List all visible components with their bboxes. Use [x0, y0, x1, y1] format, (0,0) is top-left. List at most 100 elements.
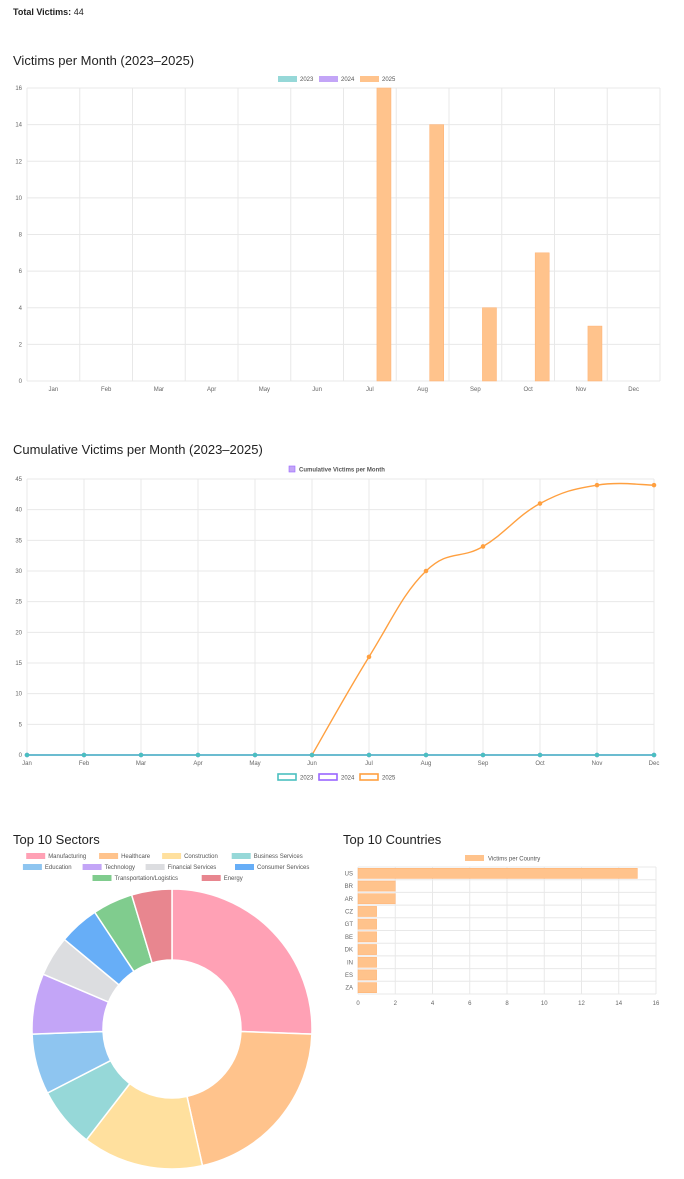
- y-tick-label: 35: [15, 538, 22, 544]
- y-tick-label: 15: [15, 661, 22, 667]
- y-tick-label: 25: [15, 600, 22, 606]
- x-tick-label: 12: [578, 1001, 585, 1007]
- legend-label: Financial Services: [168, 865, 217, 871]
- legend-swatch: [465, 855, 484, 861]
- bar: [357, 982, 377, 993]
- x-tick-label: Apr: [207, 387, 216, 393]
- bar: [357, 944, 377, 955]
- y-tick-label: GT: [345, 922, 354, 928]
- point-2025: [366, 654, 372, 660]
- x-tick-label: Jul: [365, 761, 373, 767]
- bar-2025: [429, 124, 444, 382]
- legend-label: Victims per Country: [488, 857, 540, 863]
- countries-chart-title: Top 10 Countries: [343, 832, 442, 847]
- bar: [357, 931, 377, 943]
- y-tick-label: 40: [15, 508, 22, 514]
- legend-label: Energy: [224, 876, 243, 882]
- x-tick-label: 2: [394, 1001, 398, 1007]
- y-tick-label: BR: [345, 884, 354, 890]
- legend-label: Education: [45, 865, 72, 871]
- pie-slice: [171, 888, 313, 1035]
- legend-label-2023: 2023: [300, 776, 314, 782]
- bar: [357, 893, 396, 905]
- legend-label: Technology: [105, 865, 135, 871]
- legend-label: Healthcare: [121, 854, 151, 860]
- cumulative-chart-title: Cumulative Victims per Month (2023–2025): [13, 442, 263, 457]
- total-victims-label: Total Victims:: [13, 7, 72, 17]
- legend-label-2025: 2025: [382, 776, 396, 782]
- x-tick-label: 8: [505, 1001, 509, 1007]
- pie-slice: [186, 1030, 313, 1167]
- y-tick-label: 30: [15, 569, 22, 575]
- legend-swatch: [22, 864, 42, 870]
- point-2025: [651, 482, 657, 488]
- y-tick-label: ES: [345, 973, 353, 979]
- point-2025: [537, 501, 543, 506]
- x-tick-label: Oct: [523, 387, 533, 393]
- y-tick-label: BE: [345, 935, 353, 941]
- y-tick-label: CZ: [345, 909, 353, 915]
- point-2025: [423, 568, 429, 574]
- bar-2025: [376, 87, 392, 382]
- bar: [357, 880, 396, 892]
- legend-label-2023: 2023: [300, 77, 314, 83]
- x-tick-label: Sep: [470, 387, 481, 393]
- x-tick-label: Nov: [592, 761, 603, 767]
- top-legend-label: Cumulative Victims per Month: [299, 468, 385, 474]
- point-2023: [480, 752, 486, 758]
- x-tick-label: Mar: [154, 387, 164, 393]
- legend-swatch-2024: [318, 773, 338, 781]
- bar-2025: [482, 307, 497, 382]
- legend-label-2024: 2024: [341, 776, 355, 782]
- y-tick-label: 4: [19, 306, 23, 312]
- x-tick-label: Jul: [366, 387, 374, 393]
- y-tick-label: US: [345, 871, 353, 877]
- x-tick-label: Mar: [136, 761, 146, 767]
- y-tick-label: 0: [19, 379, 23, 385]
- bar: [357, 956, 377, 968]
- bar-2025: [534, 252, 550, 382]
- x-tick-label: Aug: [417, 387, 428, 393]
- y-tick-label: 10: [15, 692, 22, 698]
- x-tick-label: Apr: [193, 761, 202, 767]
- y-tick-label: 10: [15, 196, 22, 202]
- x-tick-label: 0: [356, 1001, 360, 1007]
- point-2023: [195, 752, 201, 758]
- y-tick-label: DK: [345, 948, 353, 954]
- y-tick-label: 5: [19, 722, 23, 728]
- point-2023: [309, 752, 315, 758]
- legend-swatch: [235, 864, 254, 870]
- x-tick-label: Jun: [312, 387, 322, 393]
- legend-swatch: [201, 875, 221, 881]
- series-line-2025: [311, 482, 655, 756]
- x-tick-label: Jun: [307, 761, 317, 767]
- monthly-chart-title: Victims per Month (2023–2025): [13, 53, 195, 68]
- y-tick-label: 16: [15, 86, 22, 92]
- bar: [357, 969, 377, 981]
- point-2023: [594, 752, 600, 758]
- legend-label: Construction: [184, 854, 218, 860]
- legend-label: Manufacturing: [48, 854, 86, 860]
- point-2023: [24, 752, 30, 758]
- x-tick-label: Feb: [79, 761, 90, 767]
- y-tick-label: ZA: [345, 986, 353, 992]
- point-2023: [423, 752, 429, 758]
- sectors-chart-title: Top 10 Sectors: [13, 832, 100, 847]
- legend-label-2024: 2024: [341, 77, 355, 83]
- point-2023: [537, 752, 543, 758]
- legend-swatch-2025: [360, 76, 379, 82]
- x-tick-label: Feb: [101, 387, 112, 393]
- y-tick-label: 45: [15, 477, 22, 483]
- bar: [357, 868, 638, 879]
- y-tick-label: 6: [19, 269, 23, 275]
- x-tick-label: Jan: [49, 387, 59, 393]
- legend-label-2025: 2025: [382, 77, 396, 83]
- point-2023: [651, 752, 657, 758]
- x-tick-label: May: [249, 761, 260, 767]
- total-victims: Total Victims: 44: [13, 7, 84, 17]
- x-tick-label: Dec: [649, 761, 660, 767]
- x-tick-label: 4: [431, 1001, 435, 1007]
- legend-swatch: [92, 875, 112, 881]
- legend-swatch-2025: [359, 773, 379, 781]
